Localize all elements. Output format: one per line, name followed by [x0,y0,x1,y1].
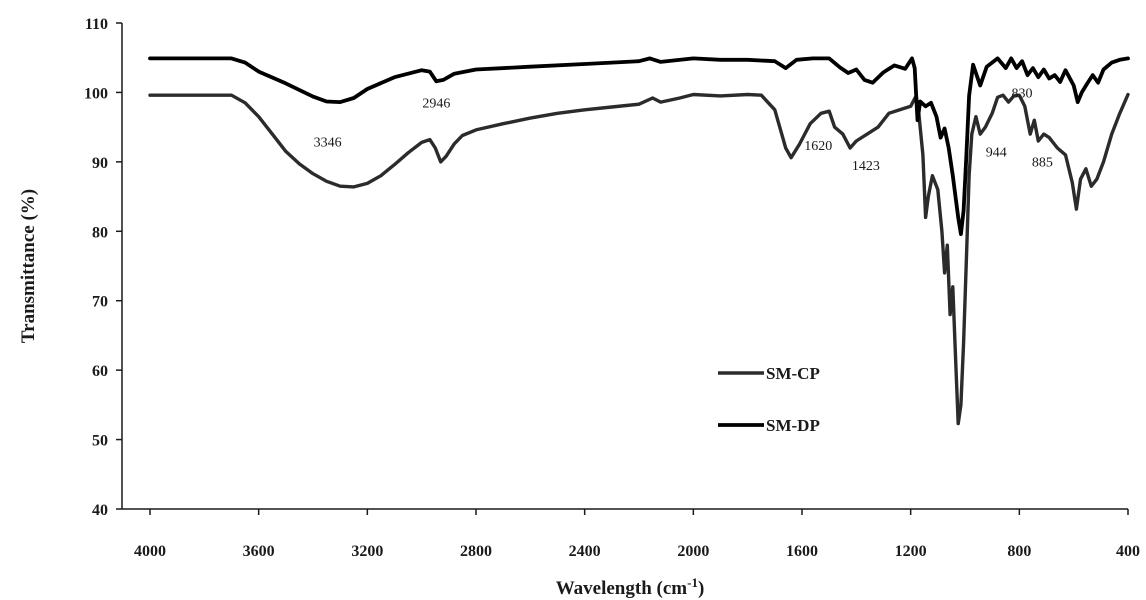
peak-annotations: 3346 2946 1620 1423 944 885 830 [314,86,1053,174]
x-tick-label: 3600 [243,543,275,560]
series-line-sm-dp [148,56,1130,236]
x-tick-label: 2400 [569,543,601,560]
legend-label-sm-cp: SM-CP [766,364,820,383]
x-axis-ticks: 4000 3600 3200 2800 2400 2000 1600 1200 800 400 [134,509,1140,560]
x-tick-label: 800 [1007,543,1031,560]
y-axis-title: Transmittance (%) [18,189,39,343]
x-tick-label: 1200 [895,543,927,560]
y-tick-label: 80 [92,224,108,241]
x-tick-label: 400 [1116,543,1140,560]
series-layer [148,56,1130,426]
y-tick-label: 40 [92,502,108,519]
legend-label-sm-dp: SM-DP [766,416,820,435]
legend: SM-CP SM-DP [718,364,820,435]
x-tick-label: 2800 [460,543,492,560]
peak-label: 3346 [314,136,342,151]
y-tick-label: 50 [92,433,108,450]
x-tick-label: 3200 [351,543,383,560]
peak-label: 944 [986,145,1007,160]
x-tick-label: 1600 [786,543,818,560]
series-line-sm-cp [148,92,1130,426]
x-tick-label: 2000 [677,543,709,560]
y-axis-ticks: 40 50 60 70 80 90 100 110 [84,16,122,519]
y-tick-label: 90 [92,155,108,172]
y-tick-label: 100 [84,85,108,102]
peak-label: 1620 [804,139,832,154]
peak-label: 2946 [422,97,450,112]
peak-label: 830 [1012,86,1033,101]
y-tick-label: 70 [92,294,108,311]
x-axis-title: Wavelength (cm-1) [556,575,705,599]
y-tick-label: 110 [85,16,108,33]
peak-label: 1423 [852,159,880,174]
peak-label: 885 [1032,156,1053,171]
y-tick-label: 60 [92,363,108,380]
x-tick-label: 4000 [134,543,166,560]
